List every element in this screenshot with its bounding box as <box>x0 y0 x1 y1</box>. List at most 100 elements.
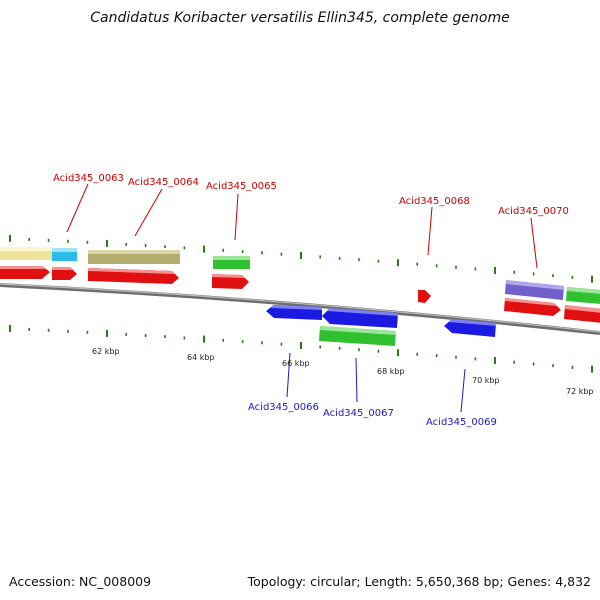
major-tick <box>494 267 496 274</box>
major-tick <box>300 252 302 259</box>
minor-tick <box>164 335 166 339</box>
major-tick <box>203 245 205 253</box>
minor-tick <box>261 341 263 345</box>
genome-backbone <box>0 283 600 335</box>
minor-tick <box>28 237 30 241</box>
leader-0067 <box>355 357 358 403</box>
scale-label: 62 kbp <box>92 347 120 356</box>
minor-tick <box>435 264 438 268</box>
gene-label-0065[interactable]: Acid345_0065 <box>206 181 277 192</box>
minor-tick <box>552 274 554 278</box>
scale-labels: 62 kbp 64 kbp 66 kbp 68 kbp 70 kbp 72 kb… <box>92 347 594 396</box>
cds-arrow-0068 <box>418 290 431 303</box>
minor-tick <box>144 244 147 248</box>
tick-track-bottom <box>9 324 593 373</box>
minor-tick <box>280 342 283 346</box>
minor-tick <box>125 333 127 336</box>
label-leaders <box>66 183 538 413</box>
minor-tick <box>571 365 574 369</box>
minor-tick <box>241 340 244 344</box>
leader-0063 <box>66 183 89 233</box>
major-tick <box>300 342 302 349</box>
minor-tick <box>455 265 457 269</box>
major-tick <box>106 239 108 247</box>
major-tick <box>397 259 399 267</box>
minor-tick <box>338 346 341 350</box>
minor-tick <box>358 258 360 262</box>
major-tick <box>591 275 593 283</box>
minor-tick <box>125 243 127 246</box>
major-tick <box>591 365 593 373</box>
accession-text: Accession: NC_008009 <box>9 574 152 589</box>
minor-tick <box>358 348 360 352</box>
major-tick <box>9 324 11 332</box>
feature-row-forward-2 <box>0 266 600 323</box>
minor-tick <box>455 355 457 359</box>
minor-tick <box>319 345 321 349</box>
minor-tick <box>377 349 380 353</box>
minor-tick <box>241 250 244 254</box>
minor-tick <box>571 275 574 279</box>
feature-row-reverse-1 <box>266 305 496 337</box>
minor-tick <box>280 252 283 256</box>
gene-label-0067[interactable]: Acid345_0067 <box>323 408 394 419</box>
leader-0064 <box>134 188 163 237</box>
minor-tick <box>416 262 418 266</box>
minor-tick <box>474 267 477 271</box>
minor-tick <box>47 328 50 332</box>
scale-label: 68 kbp <box>377 367 405 376</box>
leader-0068 <box>427 206 433 256</box>
minor-tick <box>183 336 186 340</box>
gene-label-0069[interactable]: Acid345_0069 <box>426 417 497 428</box>
feature-row-reverse-2 <box>319 326 396 346</box>
minor-tick <box>86 330 89 334</box>
map-title: Candidatus Koribacter versatilis Ellin34… <box>90 10 510 26</box>
minor-tick <box>67 329 69 333</box>
minor-tick <box>47 238 50 242</box>
minor-tick <box>144 334 147 338</box>
leader-0069 <box>460 368 466 413</box>
cds-arrow-0063 <box>52 267 77 280</box>
major-tick <box>9 234 11 242</box>
leader-0070 <box>530 217 538 269</box>
cds-arrow <box>0 266 50 279</box>
scale-label: 70 kbp <box>472 376 500 385</box>
scale-label: 66 kbp <box>282 359 310 368</box>
major-tick <box>106 329 108 337</box>
gene-labels: Acid345_0063 Acid345_0064 Acid345_0065 A… <box>53 173 569 428</box>
scale-label: 72 kbp <box>566 387 594 396</box>
gene-label-0066[interactable]: Acid345_0066 <box>248 402 319 413</box>
scale-label: 64 kbp <box>187 353 215 362</box>
gene-label-0063[interactable]: Acid345_0063 <box>53 173 124 184</box>
gene-label-0070[interactable]: Acid345_0070 <box>498 206 569 217</box>
minor-tick <box>338 256 341 260</box>
minor-tick <box>552 364 554 368</box>
minor-tick <box>532 272 535 276</box>
minor-tick <box>183 246 186 250</box>
minor-tick <box>416 352 418 356</box>
minor-tick <box>261 251 263 255</box>
minor-tick <box>435 354 438 358</box>
leader-0065 <box>234 193 239 241</box>
major-tick <box>397 349 399 357</box>
gene-label-0064[interactable]: Acid345_0064 <box>128 177 199 188</box>
feature-row-forward-1 <box>0 247 600 304</box>
genome-stats-text: Topology: circular; Length: 5,650,368 bp… <box>247 574 591 589</box>
minor-tick <box>222 338 224 342</box>
minor-tick <box>319 255 321 259</box>
minor-tick <box>377 259 380 263</box>
minor-tick <box>532 362 535 366</box>
minor-tick <box>474 357 477 361</box>
minor-tick <box>164 245 166 249</box>
minor-tick <box>67 239 69 243</box>
leader-0066 <box>286 352 291 398</box>
minor-tick <box>513 360 515 364</box>
tick-track-top <box>9 234 593 283</box>
major-tick <box>494 357 496 364</box>
gene-label-0068[interactable]: Acid345_0068 <box>399 196 470 207</box>
major-tick <box>203 335 205 343</box>
minor-tick <box>28 327 30 331</box>
minor-tick <box>513 270 515 274</box>
minor-tick <box>86 240 89 244</box>
